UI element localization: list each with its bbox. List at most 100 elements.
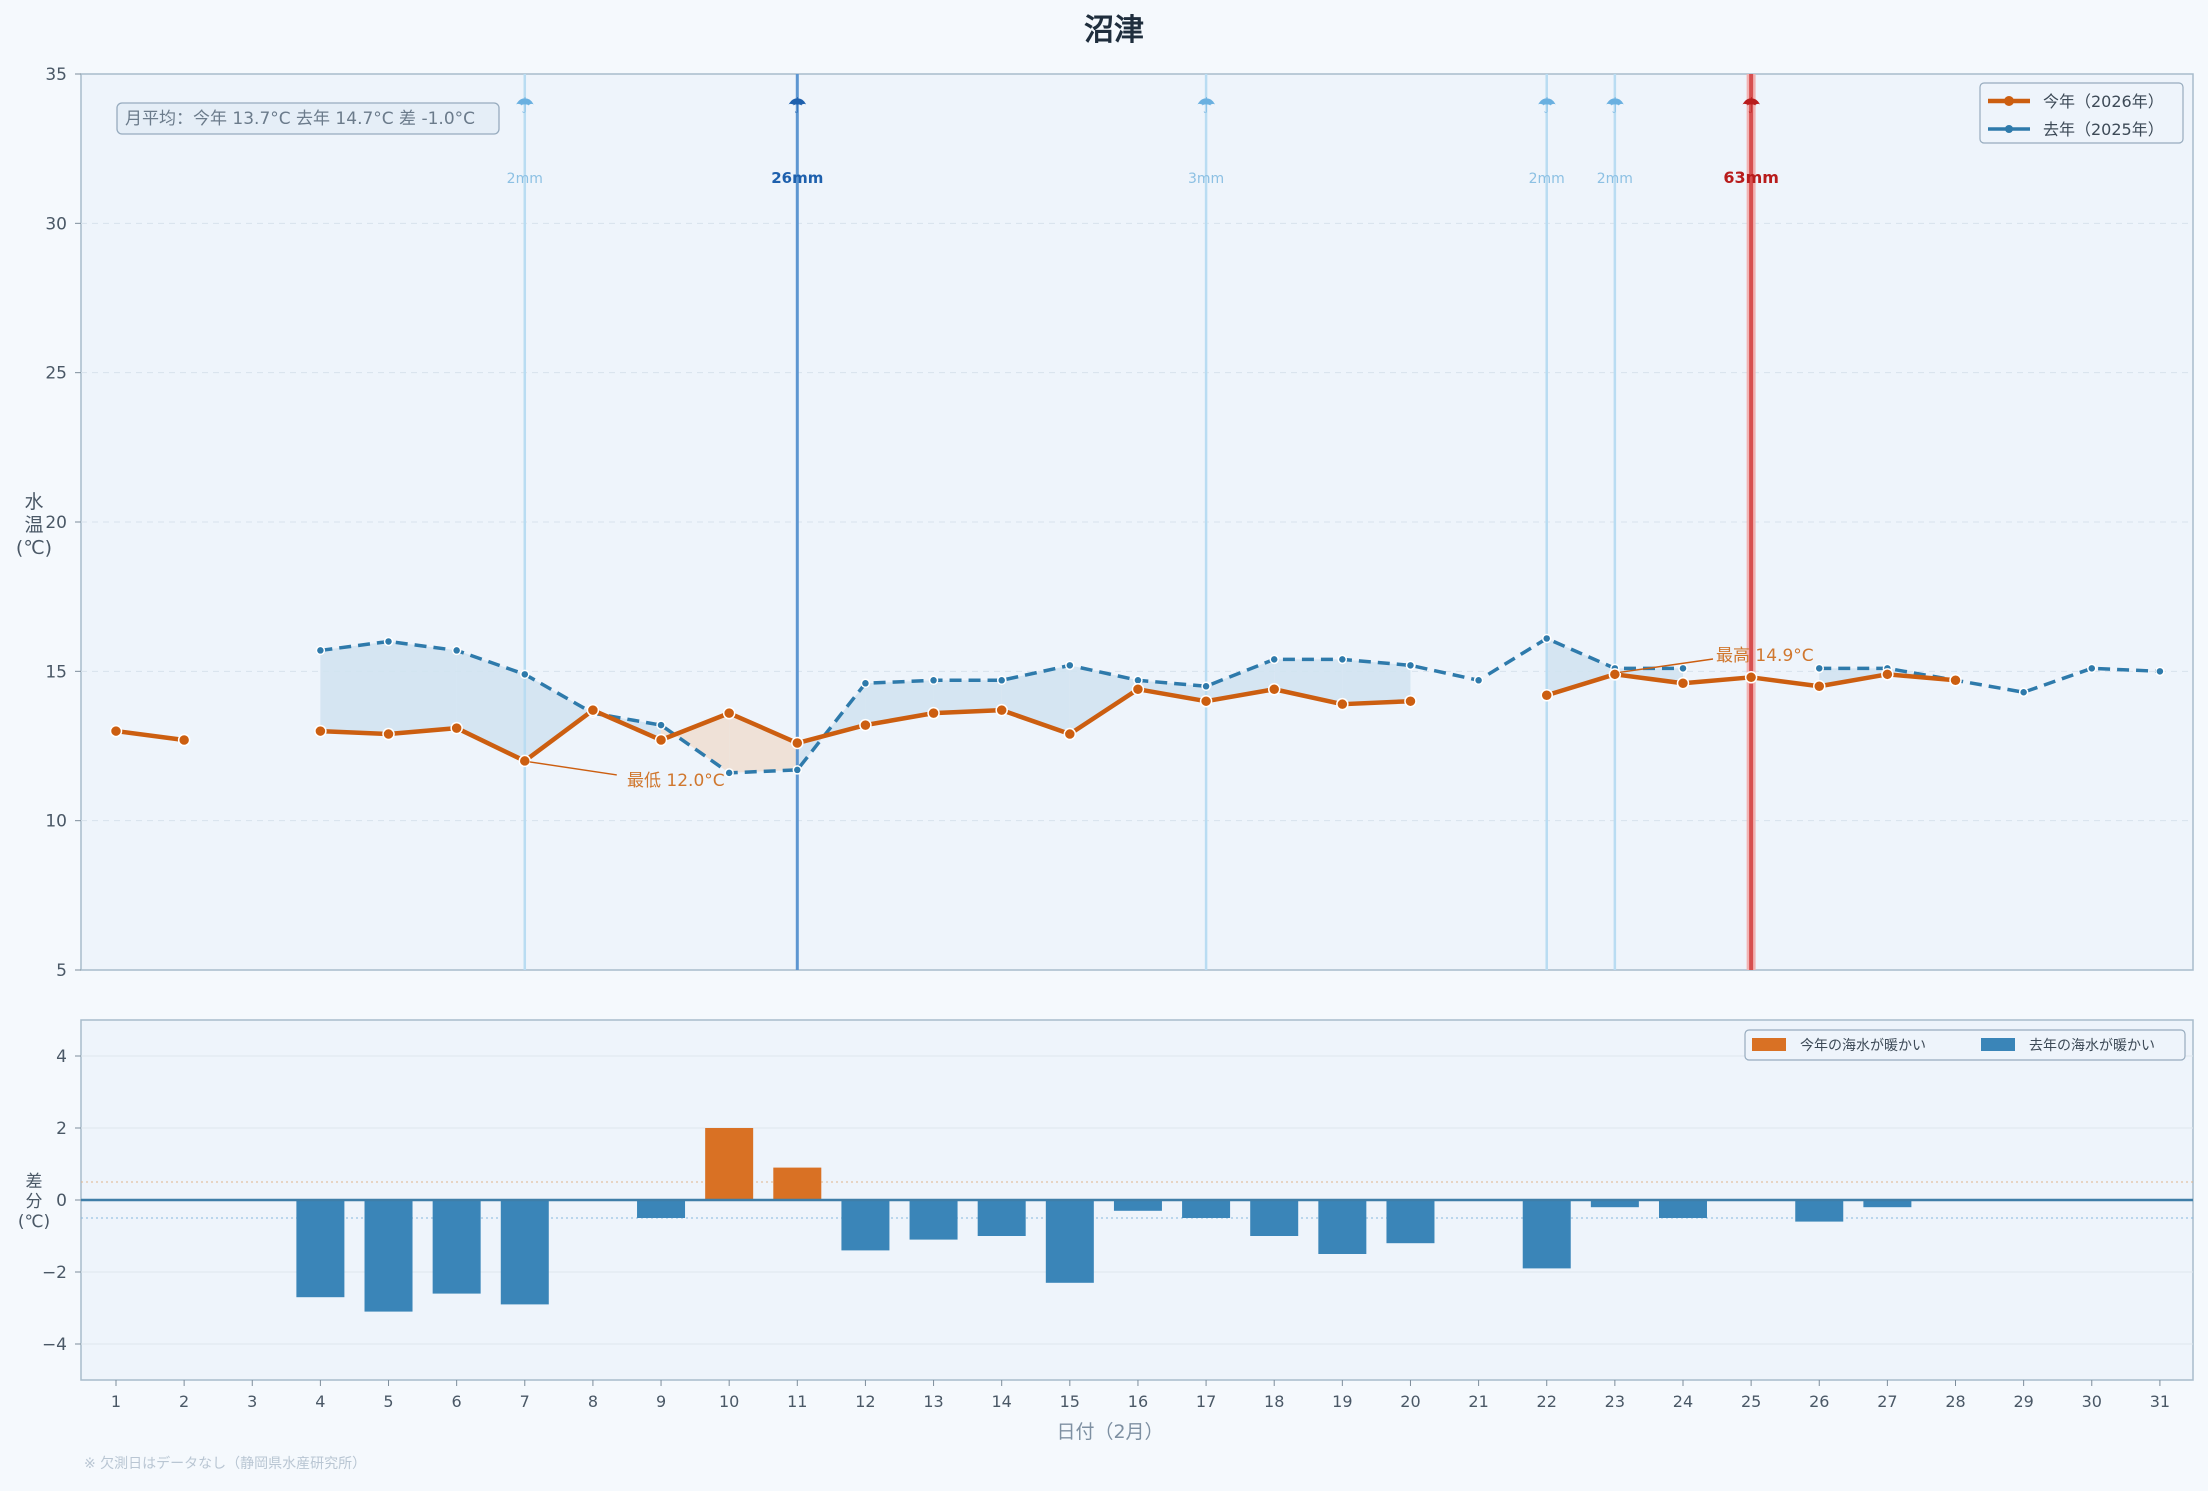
- rain-amount-label: 2mm: [507, 171, 543, 187]
- x-tick-label: 25: [1741, 1392, 1761, 1411]
- summary-box: [116, 102, 500, 135]
- series-2025-point: [1405, 660, 1416, 671]
- diff-bar: [432, 1200, 481, 1294]
- x-tick-label: 8: [588, 1392, 598, 1411]
- y-axis-label: 分: [26, 1192, 43, 1212]
- y-tick-label: 30: [45, 214, 67, 234]
- y-tick-label: 4: [56, 1047, 67, 1067]
- series-2025-point: [2087, 663, 2097, 674]
- x-tick-label: 13: [923, 1392, 943, 1411]
- diff-bar: [1795, 1200, 1844, 1222]
- temperature-panel: 5 10 15 20 25 30 35 水温(℃) ☂ 2mm ☂ 26mm ☂ 3mm ☂ 2mm ☂ 2mm ☂…: [16, 65, 2194, 981]
- x-tick-label: 31: [2150, 1392, 2170, 1411]
- series-2026-point: [927, 706, 940, 720]
- x-tick-label: 2: [179, 1392, 189, 1411]
- rain-amount-label: 2mm: [1597, 171, 1633, 187]
- diff-shade: [1001, 665, 1070, 735]
- y-axis-label: 差: [26, 1172, 43, 1192]
- diff-bar: [1590, 1200, 1639, 1208]
- x-axis-label: 日付（2月）: [1056, 1421, 1163, 1443]
- series-2025-point: [1814, 663, 1824, 674]
- y-tick-label: 25: [45, 364, 67, 384]
- legend-label: 去年（2025年）: [2043, 120, 2164, 139]
- diff-bar: [705, 1128, 754, 1200]
- series-2025-point: [996, 675, 1007, 686]
- diff-bar: [977, 1200, 1026, 1236]
- umbrella-icon: ☂: [1741, 94, 1761, 119]
- series-2025-point: [792, 765, 803, 775]
- series-2026-point: [1540, 688, 1553, 702]
- series-2026-point: [518, 754, 532, 768]
- series-2026-point: [1676, 677, 1690, 690]
- y-tick-label: 15: [45, 662, 67, 682]
- legend-swatch-dot: [2005, 125, 2013, 133]
- x-tick-label: 5: [383, 1392, 393, 1411]
- umbrella-icon: ☂: [515, 94, 535, 119]
- series-2026-point: [1949, 674, 1962, 687]
- annotation-min: 最低 12.0°C: [627, 771, 725, 791]
- series-2025-point: [1065, 660, 1075, 671]
- x-tick-label: 4: [315, 1392, 325, 1411]
- diff-bar: [1863, 1200, 1912, 1208]
- legend-label: 去年の海水が暖かい: [2029, 1038, 2155, 1054]
- x-tick-label: 20: [1400, 1392, 1420, 1411]
- y-axis-label: (℃): [18, 1212, 50, 1232]
- diff-bar: [364, 1200, 413, 1312]
- y-tick-label: 2: [56, 1119, 67, 1139]
- y-tick-label: 0: [56, 1191, 67, 1211]
- summary-text: 月平均：今年 13.7°C 去年 14.7°C 差 -1.0°C: [125, 109, 475, 129]
- y-tick-label: −2: [42, 1263, 67, 1283]
- series-2025-point: [1337, 654, 1348, 665]
- series-2025-point: [1678, 663, 1688, 674]
- y-tick-label: −4: [42, 1335, 67, 1355]
- diff-shade: [729, 713, 798, 773]
- x-tick-label: 19: [1332, 1392, 1352, 1411]
- series-2026-point: [450, 721, 463, 735]
- x-tick-label: 1: [111, 1392, 121, 1411]
- series-2026-point: [1336, 697, 1349, 711]
- series-2025-line: [1819, 666, 2160, 694]
- legend-box: [1744, 1029, 2186, 1061]
- legend-swatch: [1981, 1038, 2015, 1051]
- series-2026-point: [1608, 668, 1622, 681]
- legend-swatch: [1752, 1038, 1786, 1051]
- x-tick-label: 23: [1605, 1392, 1625, 1411]
- series-2026-point: [1267, 683, 1281, 696]
- y-axis-label: 温: [24, 514, 43, 536]
- series-2025-point: [1473, 675, 1484, 686]
- series-2026-point: [722, 706, 736, 720]
- series-2025-point: [2018, 687, 2029, 697]
- diff-shade: [933, 680, 1002, 714]
- series-2025-point: [1541, 633, 1552, 644]
- series-2025-line: [320, 636, 1683, 775]
- diff-bar: [296, 1200, 345, 1298]
- x-tick-label: 22: [1537, 1392, 1557, 1411]
- umbrella-icon: ☂: [787, 94, 807, 119]
- y-tick-label: 20: [45, 513, 67, 533]
- y-tick-label: 10: [45, 812, 67, 832]
- x-tick-label: 10: [719, 1392, 739, 1411]
- rain-amount-label: 63mm: [1723, 168, 1779, 187]
- series-2026-point: [654, 733, 668, 747]
- y-tick-label: 35: [45, 65, 67, 85]
- x-tick-label: 12: [855, 1392, 875, 1411]
- diff-bar: [1318, 1200, 1367, 1254]
- series-2025-point: [383, 636, 394, 647]
- diff-bar: [1113, 1200, 1162, 1211]
- legend-label: 今年の海水が暖かい: [1800, 1038, 1926, 1054]
- x-tick-label: 17: [1196, 1392, 1216, 1411]
- diff-shade: [388, 641, 457, 735]
- series-2026-point: [1131, 683, 1145, 696]
- x-tick-label: 28: [1945, 1392, 1965, 1411]
- diff-bar: [909, 1200, 958, 1240]
- series-2025-point: [1201, 681, 1211, 692]
- x-tick-label: 6: [452, 1392, 462, 1411]
- x-tick-label: 11: [787, 1392, 807, 1411]
- series-2026-point: [1063, 727, 1077, 741]
- diff-shade: [797, 683, 866, 770]
- x-tick-label: 29: [2013, 1392, 2033, 1411]
- x-tick-label: 16: [1128, 1392, 1148, 1411]
- series-2025-point: [315, 645, 326, 656]
